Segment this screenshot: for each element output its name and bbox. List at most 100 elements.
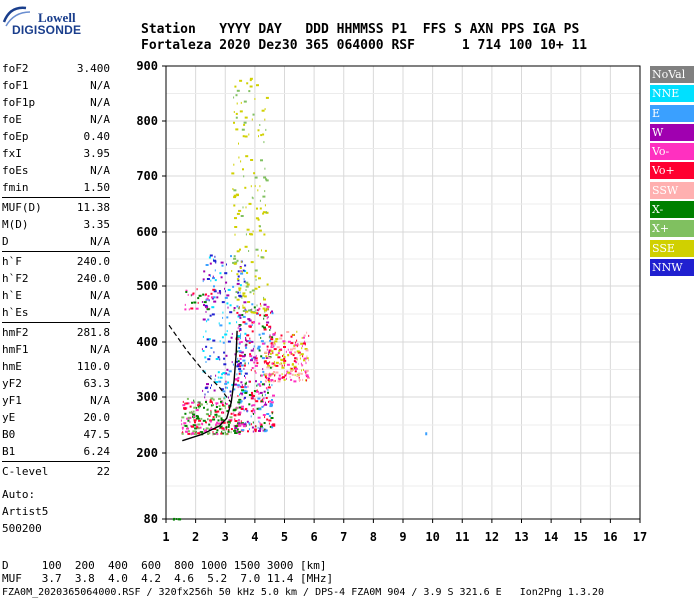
legend-item: NNE bbox=[650, 85, 694, 103]
echo-point bbox=[205, 427, 209, 430]
echo-point bbox=[175, 518, 177, 520]
echo-point bbox=[244, 408, 247, 411]
x-tick-label: 7 bbox=[340, 530, 347, 544]
parameter-row: fxI 3.95 bbox=[2, 145, 110, 162]
echo-point bbox=[240, 272, 244, 275]
echo-point bbox=[268, 374, 271, 377]
parameter-value: 20.0 bbox=[83, 411, 111, 424]
echo-point bbox=[205, 345, 208, 348]
echo-point bbox=[233, 121, 235, 124]
echo-point bbox=[245, 338, 247, 341]
echo-point bbox=[202, 318, 206, 321]
echo-point bbox=[286, 331, 290, 333]
echo-point bbox=[306, 355, 308, 358]
echo-point bbox=[239, 400, 243, 403]
echo-point bbox=[236, 298, 240, 301]
echo-point bbox=[201, 301, 203, 303]
parameter-value: 3.95 bbox=[83, 147, 111, 160]
echo-point bbox=[253, 356, 257, 359]
echo-point bbox=[212, 416, 215, 419]
echo-point bbox=[238, 342, 241, 345]
echo-point bbox=[224, 433, 228, 436]
echo-point bbox=[222, 421, 226, 424]
echo-point bbox=[268, 349, 272, 352]
echo-point bbox=[224, 287, 225, 290]
echo-point bbox=[240, 270, 242, 273]
echo-point bbox=[263, 233, 266, 236]
echo-point bbox=[259, 314, 262, 317]
parameter-separator bbox=[2, 251, 110, 252]
echo-point bbox=[247, 385, 249, 388]
echo-point bbox=[195, 409, 199, 412]
echo-point bbox=[226, 302, 229, 305]
echo-point bbox=[205, 413, 208, 416]
echo-point bbox=[207, 433, 210, 435]
echo-point bbox=[269, 361, 271, 364]
echo-point bbox=[283, 357, 286, 360]
echo-point bbox=[266, 418, 269, 421]
echo-point bbox=[228, 396, 229, 399]
echo-point bbox=[191, 293, 194, 296]
echo-point bbox=[246, 271, 249, 274]
echo-point bbox=[243, 423, 247, 426]
echo-point bbox=[227, 381, 230, 384]
echo-point bbox=[300, 362, 302, 365]
echo-point bbox=[256, 347, 260, 350]
echo-point bbox=[266, 324, 268, 326]
echo-point bbox=[262, 427, 264, 430]
echo-point bbox=[246, 340, 249, 343]
echo-point bbox=[224, 333, 228, 336]
echo-point bbox=[268, 377, 270, 380]
echo-point bbox=[268, 336, 270, 339]
echo-point bbox=[250, 185, 252, 188]
echo-point bbox=[283, 356, 286, 358]
echo-point bbox=[225, 426, 228, 429]
echo-point bbox=[220, 276, 223, 279]
echo-point bbox=[227, 420, 231, 423]
echo-point bbox=[228, 429, 230, 432]
echo-point bbox=[237, 431, 241, 433]
echo-point bbox=[248, 250, 250, 252]
echo-point bbox=[177, 518, 181, 521]
echo-point bbox=[206, 408, 209, 411]
echo-point bbox=[268, 383, 270, 386]
parameter-value: 6.24 bbox=[83, 445, 111, 458]
echo-point bbox=[273, 364, 276, 367]
echo-point bbox=[239, 267, 242, 269]
echo-point bbox=[229, 416, 233, 419]
echo-point bbox=[184, 424, 188, 427]
echo-point bbox=[195, 307, 199, 310]
echo-point bbox=[236, 406, 238, 409]
parameter-separator bbox=[2, 461, 110, 462]
echo-point bbox=[283, 353, 285, 356]
echo-point bbox=[236, 365, 240, 368]
echo-point bbox=[254, 275, 257, 278]
echo-point bbox=[268, 400, 269, 403]
x-tick-label: 15 bbox=[574, 530, 588, 544]
echo-point bbox=[267, 389, 269, 391]
parameter-label: h`F bbox=[2, 255, 22, 268]
echo-point bbox=[271, 399, 273, 401]
echo-point bbox=[285, 350, 287, 353]
echo-point bbox=[279, 337, 283, 340]
echo-point bbox=[264, 108, 266, 111]
echo-point bbox=[237, 401, 241, 404]
echo-point bbox=[202, 278, 205, 281]
echo-point bbox=[236, 407, 238, 410]
echo-point bbox=[240, 381, 243, 384]
echo-point bbox=[229, 390, 232, 393]
echo-point bbox=[272, 380, 275, 383]
echo-point bbox=[235, 112, 238, 115]
echo-point bbox=[227, 425, 230, 428]
echo-point bbox=[214, 413, 218, 416]
echo-point bbox=[254, 390, 257, 393]
echo-point bbox=[265, 179, 269, 182]
echo-point bbox=[271, 350, 274, 353]
echo-point bbox=[260, 400, 262, 403]
echo-point bbox=[237, 350, 239, 353]
echo-point bbox=[271, 384, 273, 387]
echo-point bbox=[263, 141, 265, 144]
echo-point bbox=[254, 364, 258, 367]
echo-point bbox=[265, 96, 269, 99]
